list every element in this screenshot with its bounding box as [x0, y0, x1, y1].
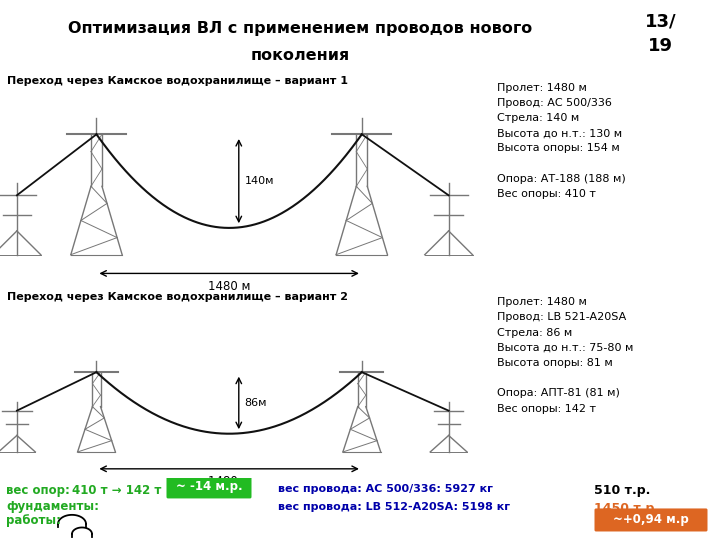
- Text: 1480 м: 1480 м: [208, 475, 251, 488]
- Text: вес провода: АС 500/336: 5927 кг: вес провода: АС 500/336: 5927 кг: [278, 484, 493, 494]
- Text: 13/
19: 13/ 19: [645, 13, 676, 55]
- FancyBboxPatch shape: [595, 509, 708, 531]
- Text: 1480 м: 1480 м: [208, 280, 251, 293]
- Text: поколения: поколения: [251, 48, 350, 63]
- FancyBboxPatch shape: [166, 475, 251, 498]
- Text: 1450 т.р.: 1450 т.р.: [594, 502, 659, 515]
- Text: ~+0,94 м.р: ~+0,94 м.р: [613, 514, 689, 526]
- Text: 86м: 86м: [245, 398, 267, 408]
- Text: 510 т.р.: 510 т.р.: [594, 484, 650, 497]
- Text: ~ -14 м.р.: ~ -14 м.р.: [176, 481, 243, 494]
- Text: 140м: 140м: [245, 176, 274, 186]
- Text: Переход через Камское водохранилище – вариант 2: Переход через Камское водохранилище – ва…: [7, 292, 348, 302]
- Text: Переход через Камское водохранилище – вариант 1: Переход через Камское водохранилище – ва…: [7, 77, 348, 86]
- Text: Оптимизация ВЛ с применением проводов нового: Оптимизация ВЛ с применением проводов но…: [68, 21, 533, 36]
- Text: вес провода: LB 512-A20SA: 5198 кг: вес провода: LB 512-A20SA: 5198 кг: [278, 502, 510, 512]
- Text: работы:: работы:: [6, 514, 61, 527]
- Text: Пролет: 1480 м
Провод: LB 521-A20SA
Стрела: 86 м
Высота до н.т.: 75-80 м
Высота : Пролет: 1480 м Провод: LB 521-A20SA Стре…: [497, 297, 633, 414]
- Text: Пролет: 1480 м
Провод: АС 500/336
Стрела: 140 м
Высота до н.т.: 130 м
Высота опо: Пролет: 1480 м Провод: АС 500/336 Стрела…: [497, 83, 626, 199]
- Text: фундаменты:: фундаменты:: [6, 500, 99, 513]
- Text: вес опор:: вес опор:: [6, 484, 70, 497]
- Text: 410 т → 142 т: 410 т → 142 т: [72, 484, 161, 497]
